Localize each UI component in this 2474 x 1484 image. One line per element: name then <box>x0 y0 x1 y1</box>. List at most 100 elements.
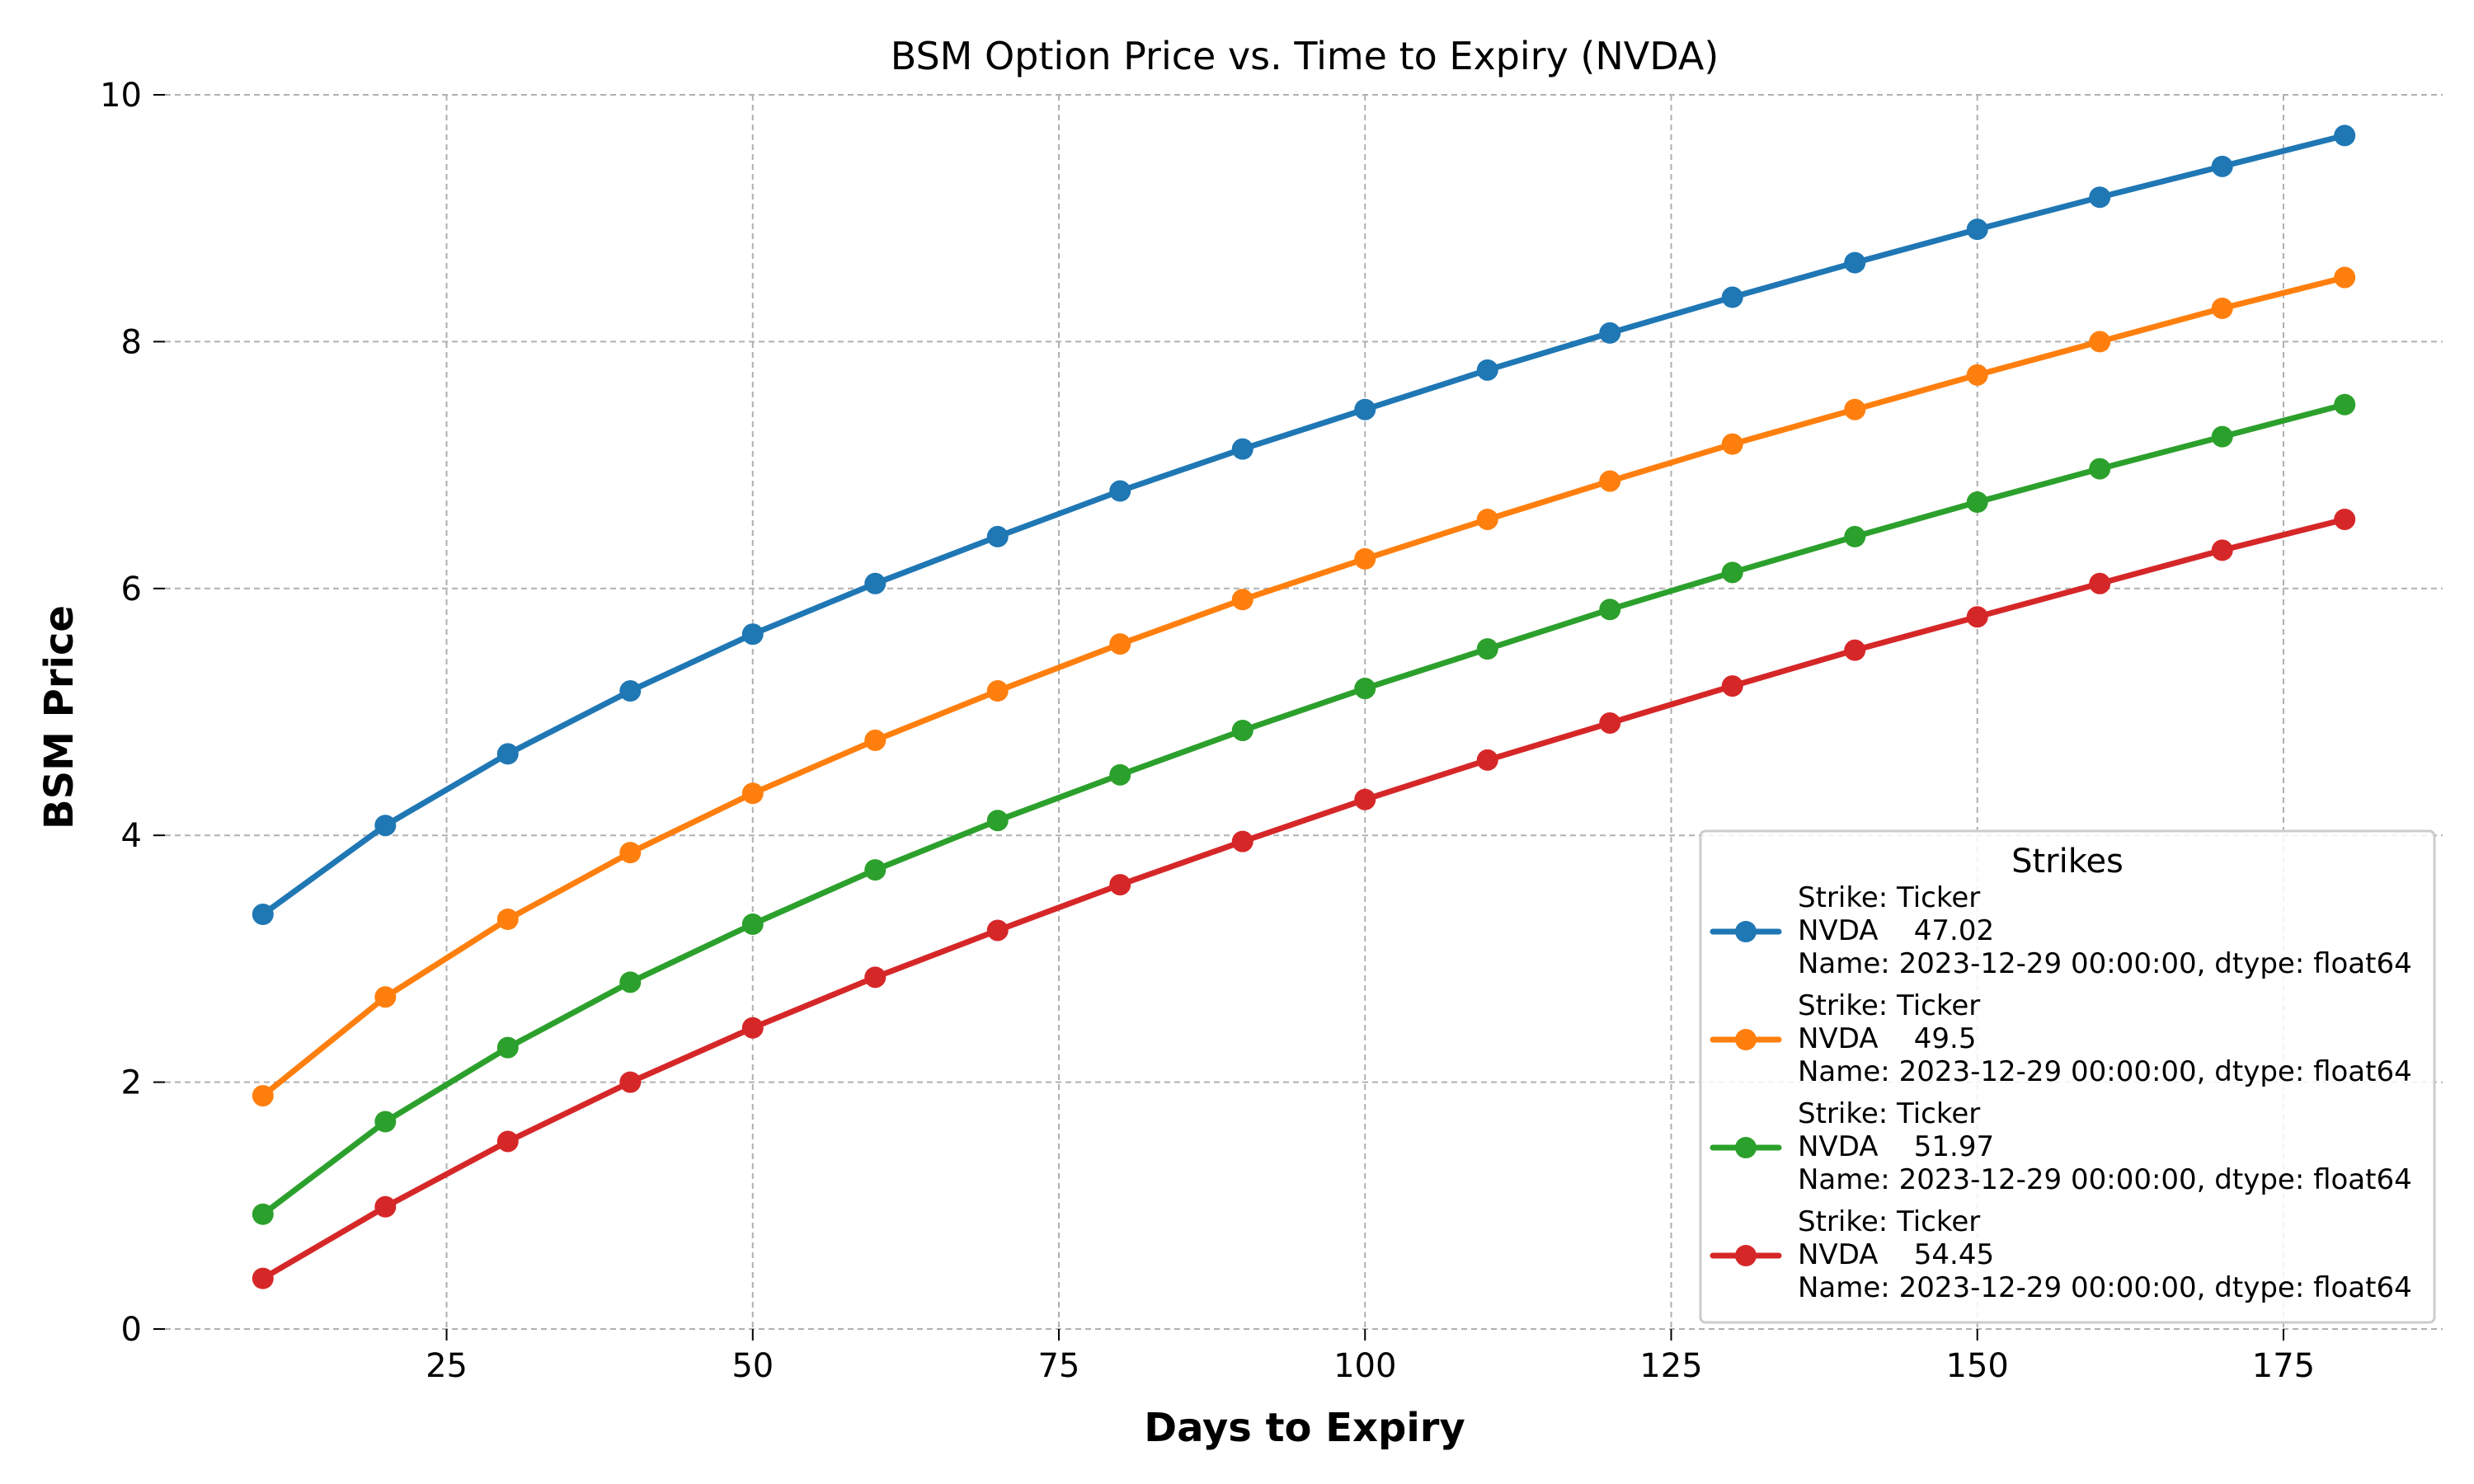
x-tick-label-5: 150 <box>1946 1347 2009 1385</box>
series-3-point-12 <box>1721 675 1743 697</box>
series-2-point-0 <box>252 1203 274 1225</box>
series-3-point-11 <box>1599 711 1621 734</box>
legend-marker-1 <box>1735 1029 1757 1050</box>
series-0-point-10 <box>1476 359 1498 381</box>
series-1-point-17 <box>2334 266 2356 289</box>
series-2-point-16 <box>2211 425 2233 448</box>
series-0-point-11 <box>1599 322 1621 344</box>
legend-title: Strikes <box>2011 843 2124 881</box>
legend-marker-0 <box>1735 921 1757 942</box>
x-tick-label-2: 75 <box>1038 1347 1080 1385</box>
series-line-3 <box>260 516 2348 1282</box>
series-2-point-15 <box>2089 458 2111 480</box>
y-tick-label-1: 2 <box>121 1064 142 1102</box>
series-2-point-4 <box>741 913 764 935</box>
series-3-point-1 <box>374 1195 397 1218</box>
series-1-point-3 <box>619 842 642 864</box>
series-2-point-1 <box>374 1111 397 1133</box>
series-0-point-6 <box>986 525 1009 547</box>
series-2-point-12 <box>1721 561 1743 584</box>
legend-label-3-line-2: Name: 2023-12-29 00:00:00, dtype: float6… <box>1798 1271 2412 1304</box>
y-tick-label-4: 8 <box>121 323 142 361</box>
series-1-point-8 <box>1231 589 1253 611</box>
series-3-point-3 <box>619 1071 642 1093</box>
legend-marker-2 <box>1735 1137 1757 1158</box>
series-1-point-9 <box>1354 547 1376 570</box>
y-tick-label-0: 0 <box>121 1311 142 1349</box>
series-2-point-11 <box>1599 599 1621 621</box>
series-line-2 <box>260 402 2348 1218</box>
legend-label-0-line-1: NVDA 47.02 <box>1798 914 1994 947</box>
series-0-point-0 <box>252 904 274 926</box>
series-0-point-7 <box>1109 480 1131 502</box>
series-2-point-14 <box>1966 491 1988 514</box>
series-2-point-10 <box>1476 638 1498 660</box>
legend-label-3-line-0: Strike: Ticker <box>1798 1205 1980 1238</box>
series-3-point-4 <box>741 1017 764 1039</box>
y-tick-label-5: 10 <box>100 77 142 115</box>
series-0-point-13 <box>1844 251 1866 274</box>
legend-box <box>1699 829 2436 1324</box>
series-2-point-5 <box>864 859 887 881</box>
series-2-point-9 <box>1354 678 1376 700</box>
series-1-point-11 <box>1599 470 1621 492</box>
series-2-point-3 <box>619 971 642 993</box>
series-1-point-5 <box>864 729 887 751</box>
series-3-point-6 <box>986 919 1009 942</box>
legend-label-2-line-1: NVDA 51.97 <box>1798 1130 1994 1163</box>
axes: BSM Option Price vs. Time to Expiry (NVD… <box>36 34 2315 1451</box>
y-tick-label-3: 6 <box>121 571 142 608</box>
series-3-point-0 <box>252 1267 274 1289</box>
series-1-point-12 <box>1721 433 1743 455</box>
series-3-point-2 <box>496 1130 519 1153</box>
y-axis-label: BSM Price <box>36 605 82 829</box>
series-1-point-1 <box>374 986 397 1008</box>
series-0-point-3 <box>619 680 642 702</box>
series-1-point-16 <box>2211 297 2233 319</box>
legend-label-1-line-1: NVDA 49.5 <box>1798 1022 1976 1055</box>
series <box>252 124 2356 1289</box>
series-2-point-17 <box>2334 393 2356 416</box>
series-3-point-14 <box>1966 606 1988 628</box>
series-0-point-9 <box>1354 398 1376 420</box>
legend-label-1-line-0: Strike: Ticker <box>1798 989 1980 1022</box>
series-2-point-7 <box>1109 763 1131 786</box>
legend-label-2-line-2: Name: 2023-12-29 00:00:00, dtype: float6… <box>1798 1163 2412 1196</box>
series-1-point-0 <box>252 1085 274 1107</box>
chart-title: BSM Option Price vs. Time to Expiry (NVD… <box>891 34 1719 78</box>
series-0-point-1 <box>374 815 397 837</box>
series-1-point-15 <box>2089 331 2111 353</box>
series-1-point-6 <box>986 680 1009 702</box>
series-1-point-14 <box>1966 364 1988 386</box>
series-0-point-17 <box>2334 124 2356 147</box>
series-3-point-13 <box>1844 639 1866 661</box>
series-0-point-16 <box>2211 155 2233 177</box>
series-0-point-15 <box>2089 186 2111 209</box>
series-3-point-7 <box>1109 874 1131 896</box>
series-3-point-15 <box>2089 572 2111 594</box>
legend-label-3-line-1: NVDA 54.45 <box>1798 1238 1994 1271</box>
series-0-point-2 <box>496 743 519 765</box>
series-1-point-10 <box>1476 508 1498 530</box>
series-3-point-8 <box>1231 830 1253 852</box>
series-2-point-2 <box>496 1036 519 1059</box>
series-0-point-12 <box>1721 286 1743 308</box>
series-1-point-13 <box>1844 398 1866 420</box>
series-3-point-10 <box>1476 749 1498 771</box>
series-0-point-5 <box>864 572 887 594</box>
series-1-point-7 <box>1109 633 1131 655</box>
series-1-point-2 <box>496 908 519 930</box>
series-0-point-14 <box>1966 218 1988 241</box>
series-3-point-9 <box>1354 788 1376 810</box>
series-2-point-8 <box>1231 719 1253 741</box>
legend-label-0-line-2: Name: 2023-12-29 00:00:00, dtype: float6… <box>1798 947 2412 980</box>
series-3-point-5 <box>864 966 887 989</box>
series-2-point-13 <box>1844 525 1866 547</box>
grid <box>165 94 2443 1330</box>
legend-label-2-line-0: Strike: Ticker <box>1798 1097 1980 1130</box>
x-tick-label-3: 100 <box>1333 1347 1396 1385</box>
series-line-0 <box>260 132 2348 918</box>
